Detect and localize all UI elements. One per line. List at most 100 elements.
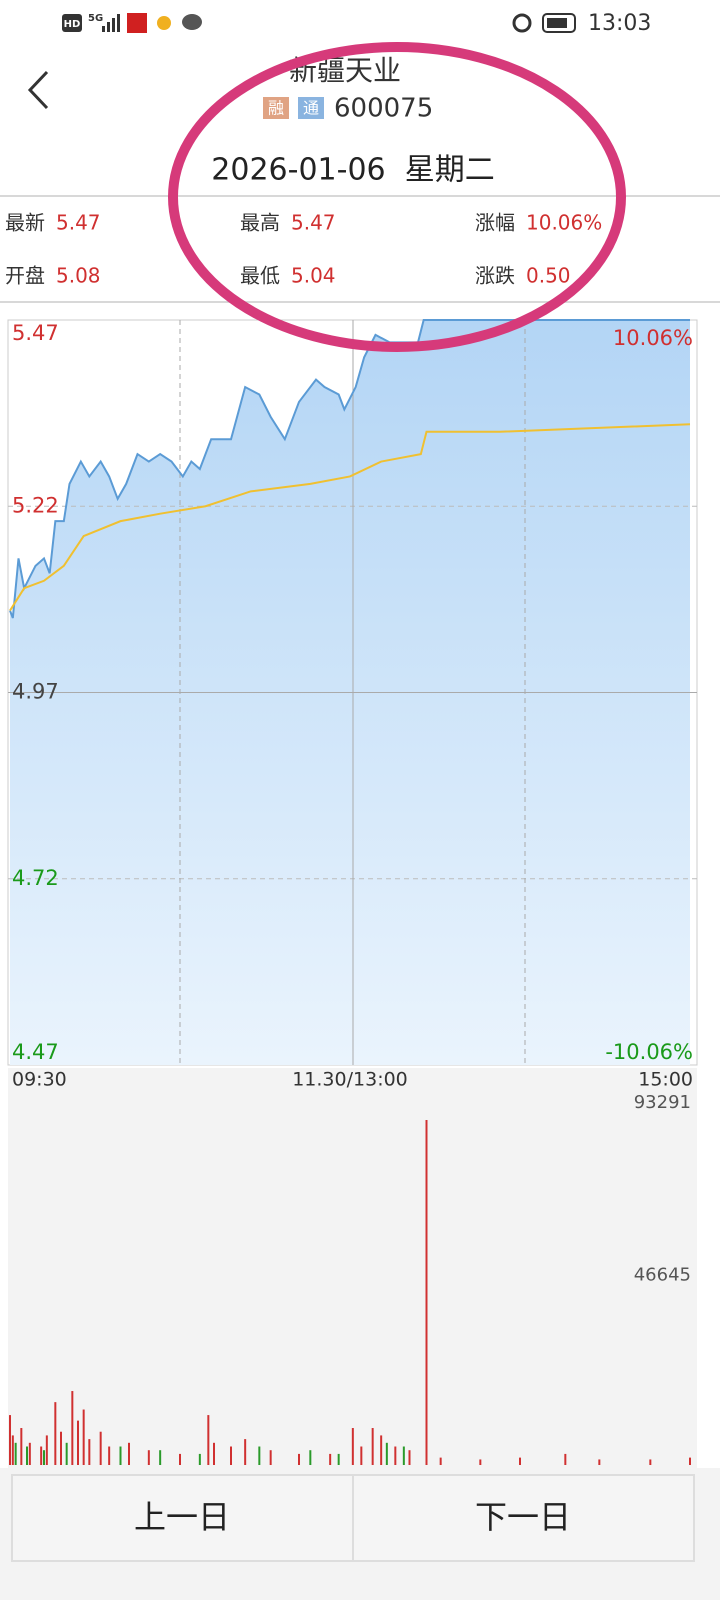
volume-bar	[337, 1453, 340, 1465]
y-tick-label: 5.47	[12, 321, 59, 345]
signal-icon	[102, 14, 120, 32]
volume-bar	[269, 1450, 272, 1465]
stat-value: 0.50	[526, 264, 571, 288]
volume-bar	[119, 1446, 122, 1465]
volume-bar	[258, 1446, 261, 1465]
x-tick-label: 15:00	[638, 1069, 693, 1091]
trade-date: 2026-01-06 星期二	[211, 153, 494, 188]
volume-tick-label: 93291	[634, 1092, 691, 1113]
volume-bar	[108, 1446, 111, 1465]
volume-bar	[649, 1459, 652, 1465]
volume-bar	[425, 1120, 428, 1465]
next-day-button[interactable]	[352, 1474, 695, 1562]
volume-bar	[128, 1442, 130, 1465]
volume-bar	[88, 1439, 91, 1465]
volume-bar	[179, 1453, 181, 1465]
volume-bar	[380, 1435, 383, 1465]
pct-label: -10.06%	[605, 1040, 693, 1064]
volume-tick-label: 46645	[634, 1265, 691, 1286]
volume-bar	[244, 1439, 247, 1465]
battery-level	[547, 18, 567, 28]
volume-bar	[360, 1446, 363, 1465]
avg-line	[9, 423, 691, 612]
volume-bar	[43, 1450, 45, 1465]
prev-day-label[interactable]: 上一日	[134, 1498, 230, 1536]
y-tick-label: 4.72	[12, 866, 59, 890]
volume-bar	[9, 1415, 11, 1465]
alarm-icon	[512, 13, 532, 33]
stat-label: 最新	[5, 211, 45, 235]
volume-bar	[351, 1428, 354, 1465]
volume-bar	[82, 1409, 85, 1465]
volume-bar	[598, 1459, 601, 1465]
volume-bar	[564, 1453, 567, 1465]
pct-label: 10.06%	[613, 326, 693, 350]
stat-value: 5.04	[291, 264, 336, 288]
volume-bar	[11, 1435, 14, 1465]
volume-bar	[20, 1428, 23, 1465]
volume-bar	[14, 1442, 17, 1465]
volume-bar	[298, 1453, 300, 1465]
volume-bar	[689, 1457, 691, 1465]
badge: 通	[303, 99, 319, 118]
volume-bar	[40, 1446, 43, 1465]
badge-bg	[298, 97, 324, 119]
network-text: 5G	[88, 13, 103, 24]
volume-bar	[309, 1450, 312, 1465]
hd-icon	[62, 14, 82, 32]
x-tick-label: 11.30/13:00	[292, 1069, 408, 1091]
volume-bar	[147, 1450, 150, 1465]
volume-bar	[77, 1420, 79, 1465]
volume-bar	[54, 1402, 57, 1465]
volume-bar	[402, 1446, 405, 1465]
volume-bar	[329, 1453, 332, 1465]
price-line	[9, 319, 690, 619]
stat-label: 最高	[240, 211, 280, 235]
volume-bar	[45, 1435, 48, 1465]
clock: 13:03	[588, 11, 651, 36]
volume-bg	[8, 1068, 697, 1468]
app-icon	[127, 13, 147, 33]
price-chart: 5.47 5.22 4.97 4.72 4.47 10.06% -10.06% 09:30 11…	[7, 319, 698, 1091]
volume-bar	[230, 1446, 232, 1465]
volume-bar	[65, 1442, 68, 1465]
annotation-circle	[168, 42, 626, 352]
message-icon	[182, 14, 202, 30]
app-icon	[157, 16, 171, 30]
x-tick-label: 09:30	[12, 1069, 67, 1091]
hd-text: HD	[64, 19, 81, 30]
volume-bar	[159, 1450, 162, 1465]
prev-day-button[interactable]	[11, 1474, 354, 1562]
volume-bar	[26, 1446, 28, 1465]
stat-value: 5.47	[291, 211, 336, 235]
stat-label: 最低	[240, 264, 280, 288]
stock-code: 600075	[334, 94, 433, 124]
stat-value: 5.47	[56, 211, 101, 235]
volume-bar	[385, 1442, 388, 1465]
badge-bg	[263, 97, 289, 119]
stat-label: 涨幅	[475, 211, 515, 235]
y-tick-label: 4.47	[12, 1040, 59, 1064]
volume-bar	[519, 1457, 521, 1465]
volume-bar	[439, 1457, 442, 1465]
volume-bar	[99, 1431, 102, 1465]
badge: 融	[268, 99, 284, 118]
back-button[interactable]	[27, 70, 49, 110]
volume-bar	[213, 1442, 215, 1465]
volume-bar	[60, 1431, 62, 1465]
battery-icon	[542, 13, 576, 33]
stat-value: 5.08	[56, 264, 101, 288]
stat-value: 10.06%	[526, 211, 602, 235]
y-tick-label: 4.97	[12, 680, 59, 704]
stat-label: 开盘	[5, 264, 45, 288]
volume-bar	[207, 1415, 210, 1465]
volume-bar	[198, 1453, 201, 1465]
volume-bar	[28, 1442, 31, 1465]
volume-bar	[394, 1446, 397, 1465]
y-tick-label: 5.22	[12, 493, 59, 517]
volume-bar	[479, 1459, 482, 1465]
stat-label: 涨跌	[475, 264, 515, 288]
next-day-label[interactable]: 下一日	[475, 1498, 571, 1536]
